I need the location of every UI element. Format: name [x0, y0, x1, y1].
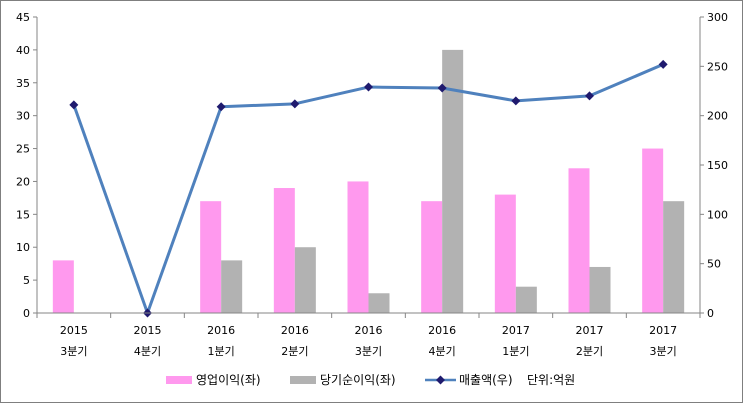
- x-axis-quarter-label: 3분기: [355, 345, 382, 358]
- revenue-point: [216, 102, 226, 112]
- left-axis-tick-label: 5: [23, 274, 30, 287]
- x-axis-quarter-label: 1분기: [502, 345, 529, 358]
- legend-swatch-net-income: [290, 376, 316, 384]
- revenue-point: [69, 100, 79, 110]
- x-axis-year-label: 2016: [355, 324, 383, 337]
- right-axis-tick-label: 0: [707, 307, 714, 320]
- unit-note: 단위:억원: [527, 373, 575, 387]
- x-axis-quarter-label: 2분기: [576, 345, 603, 358]
- bar-net-income: [589, 266, 611, 313]
- x-axis-year-label: 2017: [649, 324, 677, 337]
- right-axis-tick-label: 150: [707, 159, 728, 172]
- revenue-point: [511, 96, 521, 106]
- left-axis-tick-label: 35: [16, 77, 30, 90]
- legend-label-net-income: 당기순이익(좌): [320, 373, 396, 387]
- legend-swatch-revenue-marker: [436, 375, 445, 385]
- revenue-point: [437, 83, 447, 93]
- right-axis-tick-label: 250: [707, 60, 728, 73]
- left-axis: 0 5 10 15 20 25 30 35 40 45: [16, 11, 38, 320]
- right-axis: 0 50 100 150 200 250 300: [699, 11, 728, 320]
- x-axis-year-label: 2017: [576, 324, 604, 337]
- left-axis-tick-label: 40: [16, 44, 30, 57]
- plot-area: [52, 49, 685, 318]
- x-axis-quarter-label: 3분기: [650, 345, 677, 358]
- revenue-point: [364, 82, 373, 92]
- right-axis-tick-label: 100: [707, 208, 728, 221]
- x-axis-quarter-label: 1분기: [208, 345, 235, 358]
- bar-operating-profit: [347, 181, 369, 313]
- bar-operating-profit: [642, 148, 664, 313]
- bar-net-income: [294, 247, 316, 313]
- right-axis-tick-label: 300: [707, 11, 728, 24]
- legend: 영업이익(좌) 당기순이익(좌) 매출액(우) 단위:억원: [166, 373, 575, 387]
- x-axis-year-label: 2015: [60, 324, 88, 337]
- left-axis-tick-label: 25: [16, 143, 30, 156]
- x-axis-year-label: 2016: [207, 324, 235, 337]
- x-axis-quarter-label: 3분기: [60, 345, 87, 358]
- bar-operating-profit: [421, 201, 443, 313]
- bar-operating-profit: [200, 201, 222, 313]
- legend-label-operating-profit: 영업이익(좌): [196, 373, 261, 387]
- bar-operating-profit: [494, 194, 516, 313]
- revenue-point: [290, 99, 300, 109]
- right-axis-tick-label: 50: [707, 258, 721, 271]
- left-axis-tick-label: 20: [16, 175, 30, 188]
- revenue-point: [658, 59, 668, 69]
- left-axis-tick-label: 45: [16, 11, 30, 24]
- left-axis-tick-label: 15: [16, 208, 30, 221]
- bar-operating-profit: [52, 260, 74, 313]
- bar-net-income: [515, 286, 537, 313]
- x-axis-year-label: 2015: [134, 324, 162, 337]
- bar-net-income: [442, 49, 464, 314]
- right-axis-tick-label: 200: [707, 110, 728, 123]
- legend-label-revenue: 매출액(우): [459, 373, 513, 387]
- x-axis-quarter-label: 4분기: [134, 345, 161, 358]
- bar-net-income: [221, 260, 243, 313]
- left-axis-tick-label: 30: [16, 110, 30, 123]
- x-axis-quarter-label: 4분기: [429, 345, 456, 358]
- x-axis-year-label: 2016: [428, 324, 456, 337]
- left-axis-tick-label: 0: [23, 307, 30, 320]
- bar-net-income: [368, 293, 390, 313]
- x-axis-quarter-label: 2분기: [281, 345, 308, 358]
- bar-operating-profit: [568, 168, 590, 313]
- legend-swatch-operating-profit: [166, 376, 192, 384]
- revenue-point: [585, 91, 594, 101]
- bar-operating-profit: [273, 188, 295, 313]
- x-axis-year-label: 2017: [502, 324, 530, 337]
- x-axis: 2015 3분기 2015 4분기 2016 1분기 2016 2분기 2016 3분기 2016 4…: [36, 312, 701, 358]
- left-axis-tick-label: 10: [16, 241, 30, 254]
- bar-net-income: [663, 201, 685, 313]
- x-axis-year-label: 2016: [281, 324, 309, 337]
